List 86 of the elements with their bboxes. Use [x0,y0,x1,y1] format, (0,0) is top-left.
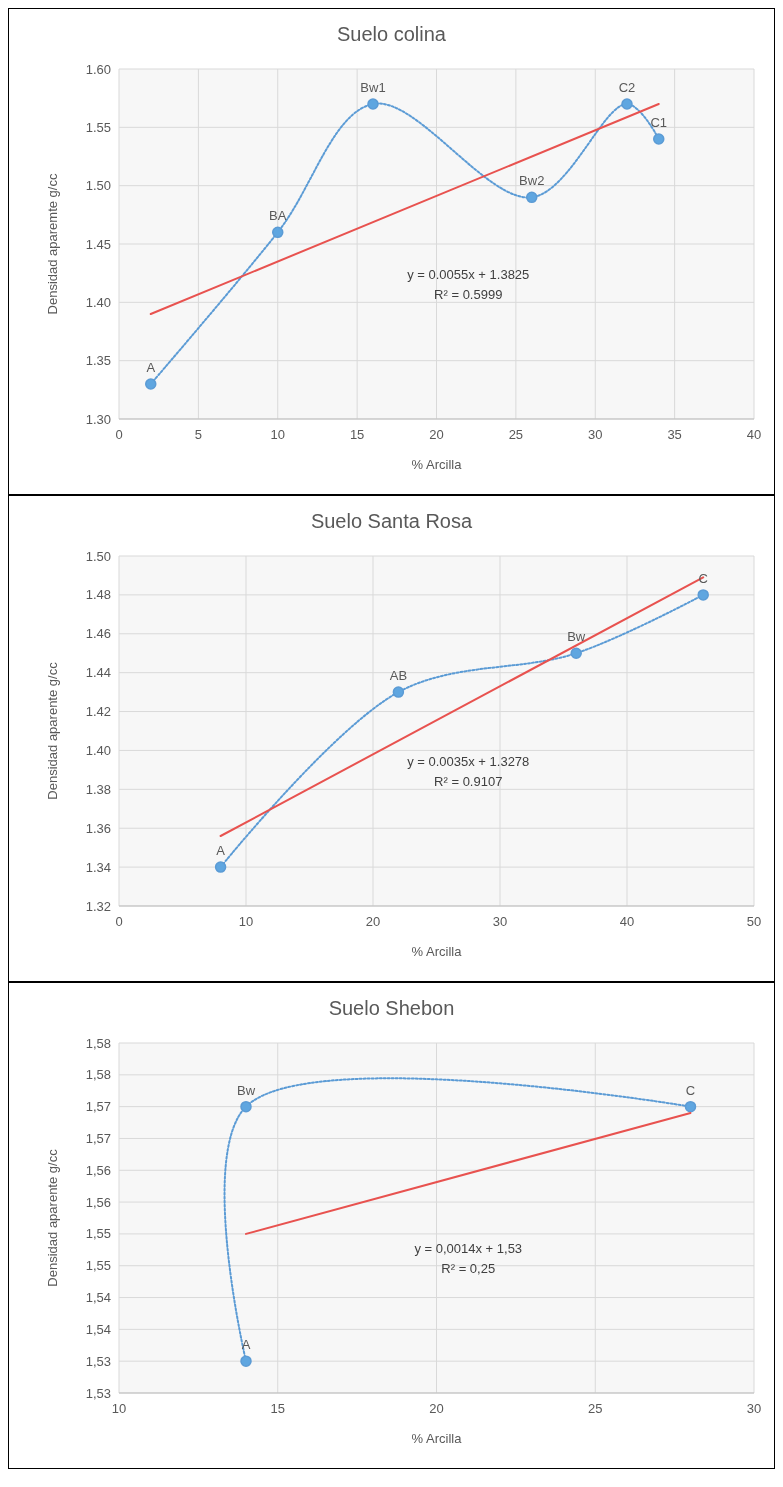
point [653,133,665,145]
y-tick-label: 1,53 [85,1385,111,1401]
x-tick-label: 25 [508,427,524,442]
y-tick-label: 1.36 [85,820,111,836]
y-tick-label: 1.46 [85,626,111,642]
annotation: Bw2 [519,173,545,189]
y-tick-label: 1.48 [85,587,111,603]
y-tick-label: 1.45 [85,236,111,252]
y-tick-label: 1,58 [85,1067,111,1083]
x-axis-title: % Arcilla [411,457,463,472]
x-tick-label: 40 [619,914,635,929]
x-tick-label: 25 [588,1401,603,1416]
chart-title: Suelo colina [337,23,447,45]
x-tick-label: 35 [667,427,682,442]
annotation: Bw [567,629,586,645]
y-tick-label: 1,55 [85,1226,111,1242]
point [697,589,709,601]
y-tick-label: 1,58 [85,1035,111,1051]
annotation: A [241,1337,251,1353]
y-tick-label: 1,56 [85,1194,111,1210]
x-tick-label: 0 [115,914,123,929]
annotation: R² = 0.9107 [434,774,503,789]
y-tick-label: 1,53 [85,1353,111,1369]
x-tick-label: 15 [349,427,365,442]
y-axis-title: Densidad aparente g/cc [45,661,60,800]
y-tick-label: 1,57 [85,1131,111,1146]
y-tick-label: 1,55 [85,1258,111,1274]
y-tick-label: 1.34 [85,859,111,875]
point [621,98,633,110]
y-tick-label: 1.40 [85,742,111,758]
y-tick-label: 1.40 [85,294,111,310]
point [526,191,538,204]
annotation: C2 [618,80,636,95]
point [570,647,582,659]
x-tick-label: 10 [111,1401,127,1416]
x-tick-label: 20 [429,427,444,442]
chart-title: Suelo Shebon [328,997,455,1019]
y-axis-title: Densidad aparente g/cc [45,1148,60,1287]
x-tick-label: 40 [746,427,762,442]
annotation: C [685,1082,696,1098]
y-tick-label: 1.35 [85,353,111,369]
y-tick-label: 1.44 [85,665,111,681]
point [145,378,157,390]
y-tick-label: 1,54 [85,1290,111,1306]
x-tick-label: 30 [746,1401,762,1416]
y-tick-label: 1.30 [85,411,111,427]
point [392,686,405,698]
x-tick-label: 20 [365,914,381,929]
annotation: BA [269,208,287,224]
annotation: y = 0.0055x + 1.3825 [407,267,530,282]
y-tick-label: 1,56 [85,1162,111,1178]
x-tick-label: 30 [588,427,603,442]
x-axis-title: % Arcilla [411,944,463,959]
annotation: y = 0,0014x + 1,53 [414,1241,523,1256]
x-tick-label: 5 [194,427,202,442]
y-tick-label: 1.55 [85,119,111,135]
annotation: A [216,843,226,859]
x-tick-label: 15 [270,1401,285,1416]
point [214,861,227,873]
annotation: y = 0.0035x + 1.3278 [407,754,530,769]
chart-title: Suelo Santa Rosa [310,510,473,532]
y-tick-label: 1.42 [85,704,111,720]
point [367,98,379,110]
y-tick-label: 1.32 [85,898,111,914]
annotation: AB [389,668,408,684]
x-tick-label: 10 [238,914,254,929]
point [272,226,284,239]
y-tick-label: 1.60 [85,61,111,77]
annotation: C1 [650,115,668,130]
y-tick-label: 1.38 [85,781,111,797]
x-axis-title: % Arcilla [411,1431,463,1446]
x-tick-label: 30 [492,914,508,929]
y-tick-label: 1.50 [85,548,111,564]
x-tick-label: 10 [270,427,285,442]
annotation: R² = 0,25 [441,1261,496,1276]
annotation: R² = 0.5999 [434,287,503,302]
annotation: Bw1 [360,80,386,95]
annotation: Bw [236,1082,256,1098]
x-tick-label: 50 [746,914,762,929]
y-tick-label: 1.50 [85,178,111,194]
x-tick-label: 0 [115,427,123,442]
y-axis-title: Densidad aparemte g/cc [45,173,60,315]
x-tick-label: 20 [429,1401,444,1416]
y-tick-label: 1,54 [85,1321,111,1337]
y-tick-label: 1,57 [85,1099,111,1115]
annotation: A [146,360,156,375]
